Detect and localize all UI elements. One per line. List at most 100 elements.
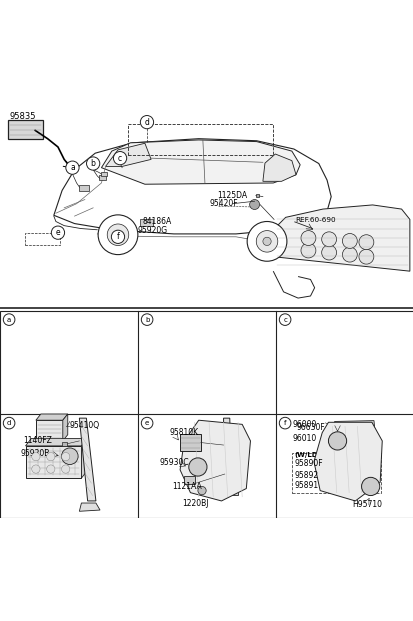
Polygon shape bbox=[101, 140, 299, 184]
Text: 95420F: 95420F bbox=[209, 199, 237, 208]
Text: c: c bbox=[118, 153, 122, 163]
Circle shape bbox=[300, 230, 315, 245]
Circle shape bbox=[66, 161, 79, 175]
Circle shape bbox=[321, 232, 336, 247]
Bar bbox=[291, 453, 380, 494]
Circle shape bbox=[62, 453, 70, 461]
Circle shape bbox=[358, 249, 373, 264]
Circle shape bbox=[86, 157, 100, 170]
Text: H95710: H95710 bbox=[351, 500, 382, 509]
Polygon shape bbox=[342, 483, 375, 494]
Bar bbox=[25, 233, 60, 245]
Circle shape bbox=[279, 417, 290, 429]
Polygon shape bbox=[262, 154, 295, 181]
Text: b: b bbox=[145, 317, 149, 322]
Bar bbox=[62, 442, 67, 446]
Polygon shape bbox=[26, 438, 87, 446]
Circle shape bbox=[141, 417, 152, 429]
Bar bbox=[79, 184, 88, 191]
Text: 95892: 95892 bbox=[294, 471, 318, 480]
Polygon shape bbox=[81, 438, 87, 478]
Circle shape bbox=[358, 235, 373, 250]
Text: 96000: 96000 bbox=[291, 420, 316, 429]
Text: 95410Q: 95410Q bbox=[70, 420, 100, 430]
Circle shape bbox=[47, 453, 55, 461]
Circle shape bbox=[321, 245, 336, 260]
Circle shape bbox=[300, 243, 315, 258]
Polygon shape bbox=[313, 422, 381, 501]
Text: 95891: 95891 bbox=[294, 481, 318, 490]
Bar bbox=[26, 446, 81, 478]
Polygon shape bbox=[334, 420, 374, 430]
Circle shape bbox=[32, 465, 40, 473]
Text: 96630F: 96630F bbox=[295, 423, 324, 432]
Text: 96010: 96010 bbox=[291, 434, 316, 443]
Polygon shape bbox=[332, 434, 376, 448]
Text: (W/LDWS): (W/LDWS) bbox=[294, 453, 333, 458]
Polygon shape bbox=[180, 420, 250, 501]
Text: a: a bbox=[7, 317, 11, 322]
Circle shape bbox=[51, 226, 64, 239]
Circle shape bbox=[3, 417, 15, 429]
Circle shape bbox=[47, 465, 55, 473]
Polygon shape bbox=[223, 418, 231, 492]
Bar bbox=[180, 434, 200, 451]
Polygon shape bbox=[79, 503, 100, 511]
Bar bbox=[128, 124, 273, 155]
Text: 95890F: 95890F bbox=[294, 459, 322, 468]
Bar bbox=[140, 219, 153, 225]
Text: e: e bbox=[55, 228, 60, 237]
Text: 95810K: 95810K bbox=[169, 428, 198, 437]
Polygon shape bbox=[217, 486, 237, 495]
Text: 1121AA: 1121AA bbox=[171, 482, 201, 491]
Bar bbox=[98, 175, 106, 180]
Text: f: f bbox=[283, 420, 286, 426]
FancyBboxPatch shape bbox=[8, 120, 43, 138]
Circle shape bbox=[62, 465, 70, 473]
Bar bbox=[255, 194, 259, 197]
Circle shape bbox=[113, 152, 126, 165]
Text: 95930C: 95930C bbox=[159, 458, 189, 468]
Text: b: b bbox=[90, 159, 95, 168]
Circle shape bbox=[342, 233, 356, 248]
Text: d: d bbox=[144, 117, 149, 127]
Polygon shape bbox=[36, 414, 68, 420]
Text: 1140FZ: 1140FZ bbox=[24, 437, 52, 445]
Text: d: d bbox=[7, 420, 11, 426]
Text: 84186A: 84186A bbox=[142, 217, 172, 227]
Circle shape bbox=[114, 230, 122, 239]
Text: 95920G: 95920G bbox=[138, 225, 168, 235]
Text: 1125DA: 1125DA bbox=[217, 191, 247, 200]
Text: f: f bbox=[116, 232, 119, 242]
Text: 95920B: 95920B bbox=[20, 449, 50, 458]
Circle shape bbox=[351, 469, 369, 487]
Circle shape bbox=[98, 215, 138, 255]
Bar bbox=[101, 172, 107, 176]
Text: 1220BJ: 1220BJ bbox=[182, 499, 208, 507]
Circle shape bbox=[62, 448, 78, 465]
Text: c: c bbox=[282, 317, 286, 322]
Circle shape bbox=[328, 432, 346, 450]
Circle shape bbox=[111, 230, 124, 243]
Circle shape bbox=[256, 230, 277, 252]
Bar bbox=[36, 420, 63, 441]
Polygon shape bbox=[273, 205, 409, 271]
Circle shape bbox=[3, 314, 15, 325]
Circle shape bbox=[197, 486, 206, 495]
Polygon shape bbox=[63, 414, 68, 441]
Circle shape bbox=[262, 237, 271, 245]
Text: e: e bbox=[145, 420, 149, 426]
Circle shape bbox=[141, 314, 152, 325]
Text: 95835: 95835 bbox=[9, 112, 36, 121]
Bar bbox=[0, 310, 413, 517]
Circle shape bbox=[342, 247, 356, 262]
Circle shape bbox=[249, 199, 259, 209]
Circle shape bbox=[361, 478, 379, 496]
Circle shape bbox=[188, 458, 206, 476]
Polygon shape bbox=[79, 418, 96, 501]
Polygon shape bbox=[105, 143, 151, 166]
Polygon shape bbox=[342, 463, 371, 475]
Polygon shape bbox=[54, 138, 330, 234]
Bar bbox=[184, 476, 194, 484]
Circle shape bbox=[107, 224, 128, 245]
